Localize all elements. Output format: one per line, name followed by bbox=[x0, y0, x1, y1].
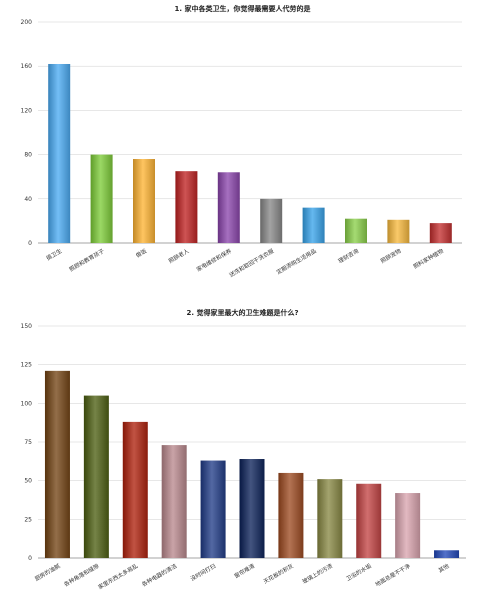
x-tick-label: 照顾和教育孩子 bbox=[68, 247, 106, 274]
x-tick-label: 各种电器的清洁 bbox=[140, 562, 178, 589]
bar bbox=[83, 395, 109, 558]
y-tick-label: 25 bbox=[24, 516, 32, 523]
bar bbox=[90, 154, 113, 243]
bar bbox=[302, 207, 325, 243]
y-tick-label: 160 bbox=[21, 63, 33, 70]
bar bbox=[260, 198, 283, 243]
bar bbox=[429, 223, 452, 243]
bar bbox=[48, 63, 71, 243]
bar bbox=[133, 159, 155, 243]
y-tick-label: 50 bbox=[24, 478, 32, 485]
bar bbox=[356, 483, 382, 558]
y-tick-label: 120 bbox=[21, 107, 33, 114]
x-tick-label: 玻璃上的污渍 bbox=[301, 562, 334, 586]
bar bbox=[44, 370, 70, 558]
bar bbox=[161, 445, 187, 558]
bar bbox=[200, 460, 226, 558]
x-tick-label: 卫浴的水垢 bbox=[344, 562, 373, 583]
x-tick-label: 照料家种植物 bbox=[412, 247, 445, 271]
y-tick-label: 0 bbox=[28, 555, 32, 562]
bar bbox=[217, 172, 240, 243]
bar bbox=[278, 472, 304, 558]
x-tick-label: 照顾宠物 bbox=[379, 247, 403, 265]
x-tick-label: 理财咨询 bbox=[337, 247, 361, 265]
chart-1-title: 1. 家中各类卫生，你觉得最需要人代劳的是 bbox=[174, 5, 311, 13]
bar bbox=[239, 459, 265, 558]
x-tick-label: 其他 bbox=[437, 562, 451, 575]
x-tick-label: 照顾老人 bbox=[167, 247, 191, 265]
bar bbox=[175, 171, 198, 243]
bar bbox=[317, 479, 343, 558]
x-tick-label: 搞卫生 bbox=[45, 247, 64, 263]
y-tick-label: 80 bbox=[24, 152, 32, 159]
x-tick-label: 家电维修和保养 bbox=[195, 247, 233, 274]
chart-2: 2. 觉得家里最大的卫生难题是什么? 0 25 50 75 100 125 150 厨房的油腻… bbox=[0, 300, 485, 604]
chart-1-svg: 0 40 80 120 160 200 搞卫生 照顾和教育孩子 做饭 照顾老人 家电维修和保养送洗和… bbox=[21, 19, 462, 279]
x-tick-label: 窗帘难清 bbox=[233, 562, 257, 580]
x-tick-label: 送洗和取回干洗衣服 bbox=[228, 247, 276, 279]
x-tick-label: 定期添购生活用品 bbox=[275, 247, 318, 277]
bar bbox=[395, 493, 421, 558]
x-tick-label: 地面总是不干净 bbox=[374, 562, 412, 589]
y-tick-label: 75 bbox=[24, 439, 32, 446]
bar bbox=[122, 421, 148, 558]
bar bbox=[434, 550, 460, 558]
x-tick-label: 做饭 bbox=[134, 247, 148, 260]
x-tick-label: 没时间打扫 bbox=[189, 562, 218, 583]
bar bbox=[387, 219, 410, 243]
x-tick-label: 天花板的积灰 bbox=[262, 562, 295, 586]
y-tick-label: 200 bbox=[21, 19, 33, 26]
x-tick-label: 家里东西太多易乱 bbox=[97, 562, 140, 592]
y-tick-label: 0 bbox=[28, 240, 32, 247]
chart-2-title: 2. 觉得家里最大的卫生难题是什么? bbox=[186, 309, 299, 317]
x-tick-label: 各种角落和缝隙 bbox=[62, 562, 100, 589]
y-tick-label: 40 bbox=[24, 196, 32, 203]
y-tick-label: 150 bbox=[21, 323, 33, 330]
y-tick-label: 125 bbox=[21, 362, 33, 369]
y-tick-label: 100 bbox=[21, 400, 33, 407]
chart-1: 1. 家中各类卫生，你觉得最需要人代劳的是 0 40 80 120 160 200 搞卫生照… bbox=[0, 0, 485, 290]
bar bbox=[345, 218, 367, 243]
x-tick-label: 厨房的油腻 bbox=[33, 562, 62, 583]
